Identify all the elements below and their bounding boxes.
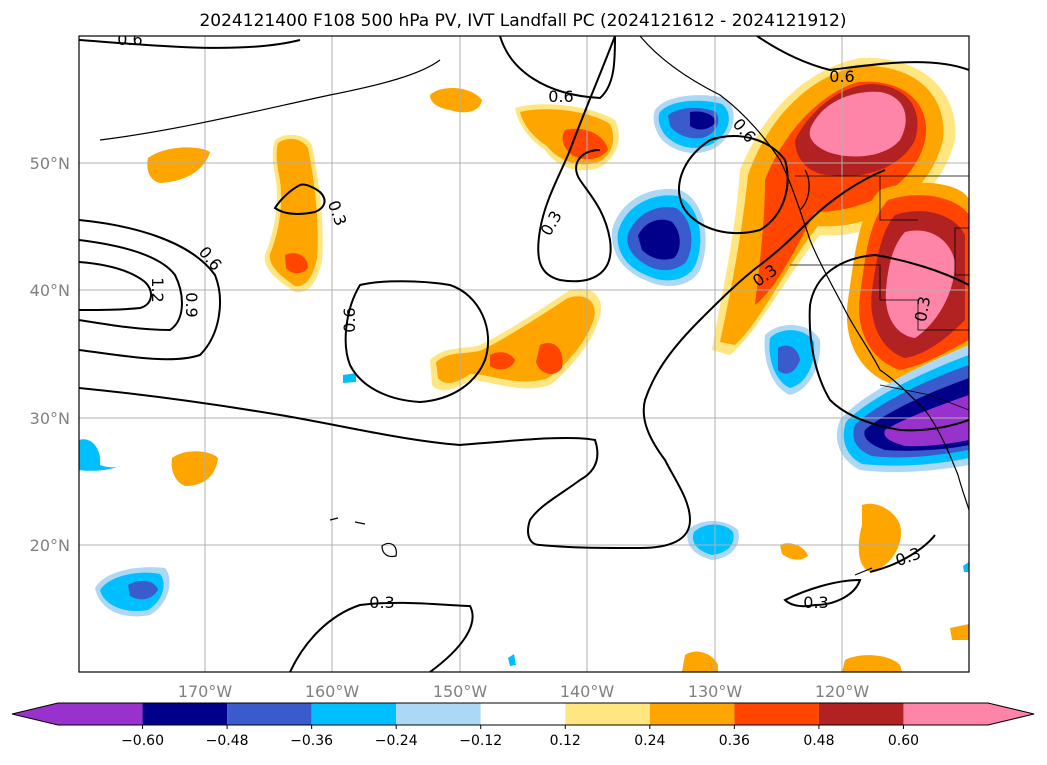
colorbar-cell <box>649 703 735 725</box>
shading-se-band <box>836 345 969 473</box>
colorbar-tick-label: −0.12 <box>459 733 502 749</box>
contour-label: 0.3 <box>369 593 394 612</box>
contour-label: 0.3 <box>911 295 934 323</box>
colorbar-tick-label: −0.60 <box>121 733 164 749</box>
contour-label: 0.6 <box>117 30 142 49</box>
lat-tick-label: 50°N <box>30 154 70 173</box>
colorbar-cell <box>480 703 566 725</box>
colorbar-tick-label: −0.36 <box>290 733 333 749</box>
contour-label: 0.9 <box>182 292 201 317</box>
colorbar-labels: −0.60 −0.48 −0.36 −0.24 −0.12 0.12 0.24 0.36 0.4… <box>121 725 919 749</box>
shading-inland <box>846 182 969 385</box>
shading-blue-patch-g <box>963 562 969 572</box>
coastlines <box>99 36 969 576</box>
contour-label: 0.3 <box>803 593 828 612</box>
lon-tick-label: 150°W <box>433 682 488 701</box>
shading-blue-patch-b <box>95 567 170 617</box>
contour-label: 0.6 <box>340 307 359 332</box>
shading-patch-g <box>950 624 969 640</box>
shading-patch-f <box>842 655 902 672</box>
colorbar-cell <box>734 703 819 725</box>
shading-blue-patch-f <box>508 654 516 666</box>
shading-patch-d <box>858 503 901 572</box>
colorbar-cell <box>58 703 143 725</box>
shading-patch-c <box>171 451 218 486</box>
colorbar-cell <box>227 703 312 725</box>
lat-tick-label: 20°N <box>30 536 70 555</box>
colorbar-cell <box>565 703 650 725</box>
map-panel: 0.6 0.6 0.3 0.6 0.6 1.2 0.9 0.6 0.3 0.3 … <box>78 30 970 673</box>
colorbar-extend-max <box>988 703 1034 725</box>
shading-blue-patch-d <box>79 439 120 471</box>
lon-tick-label: 160°W <box>305 682 360 701</box>
positive-shading <box>147 57 969 672</box>
shading-blue-west-coast <box>611 189 706 286</box>
shading-central <box>430 288 601 391</box>
shading-blue-patch-a <box>764 324 821 395</box>
shading-patch-a <box>147 147 210 183</box>
lat-tick-label: 40°N <box>30 281 70 300</box>
lon-tick-label: 120°W <box>815 682 870 701</box>
colorbar-tick-label: 0.24 <box>634 733 665 749</box>
colorbar-tick-label: −0.24 <box>375 733 418 749</box>
borders <box>790 175 969 411</box>
lon-tick-label: 130°W <box>688 682 743 701</box>
lon-tick-label: 140°W <box>560 682 615 701</box>
colorbar-cell <box>396 703 481 725</box>
contour-label: 0.6 <box>829 67 854 86</box>
colorbar-tick-label: 0.12 <box>550 733 581 749</box>
map-frame <box>78 35 970 673</box>
colorbar-cell <box>903 703 988 725</box>
colorbar-tick-label: 0.48 <box>803 733 834 749</box>
colorbar-cell <box>311 703 397 725</box>
shading-patch-b <box>430 88 482 113</box>
lat-tick-labels: 20°N 30°N 40°N 50°N <box>30 154 70 555</box>
contour-label: 0.6 <box>548 87 573 106</box>
colorbar-tick-label: 0.60 <box>888 733 919 749</box>
lon-tick-labels: 170°W 160°W 150°W 140°W 130°W 120°W <box>178 682 870 701</box>
colorbar-extend-min <box>12 703 58 725</box>
pv-contours <box>79 36 969 672</box>
colorbar-cell <box>142 703 228 725</box>
map-contents: 0.6 0.6 0.3 0.6 0.6 1.2 0.9 0.6 0.3 0.3 … <box>79 30 969 672</box>
plot-title: 2024121400 F108 500 hPa PV, IVT Landfall… <box>199 11 846 31</box>
colorbar-cells <box>58 703 988 725</box>
shading-blue-patch-e <box>343 373 356 383</box>
colorbar: −0.60 −0.48 −0.36 −0.24 −0.12 0.12 0.24 0.36 0.4… <box>11 702 1035 749</box>
shading-ne-coast <box>712 57 956 356</box>
colorbar-outline <box>11 702 1035 726</box>
lat-tick-label: 30°N <box>30 409 70 428</box>
colorbar-tick-label: 0.36 <box>719 733 750 749</box>
colorbar-cell <box>818 703 904 725</box>
shading-patch-e <box>682 651 718 672</box>
lon-tick-label: 170°W <box>178 682 233 701</box>
contour-label: 1.2 <box>148 277 167 302</box>
gridlines <box>79 36 969 672</box>
colorbar-tick-label: −0.48 <box>206 733 249 749</box>
negative-shading <box>79 95 969 666</box>
shading-patch-h <box>780 543 808 560</box>
